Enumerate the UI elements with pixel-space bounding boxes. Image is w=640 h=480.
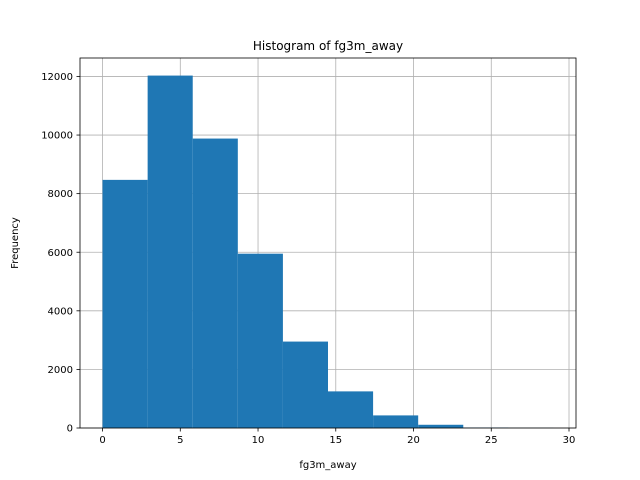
histogram-bar: [418, 424, 464, 428]
x-tick-label: 0: [99, 435, 105, 446]
y-tick-label: 4000: [48, 306, 73, 317]
x-tick-label: 15: [329, 435, 342, 446]
y-axis-ticks: 0 2000 4000 6000 8000 10000 12000: [41, 72, 80, 435]
x-tick-label: 20: [407, 435, 420, 446]
x-axis-ticks: 0 5 10 15 20 25 30: [99, 428, 575, 446]
histogram-bar: [147, 75, 193, 428]
x-axis-label: fg3m_away: [299, 460, 356, 471]
x-tick-label: 25: [485, 435, 498, 446]
histogram-bar: [373, 415, 419, 428]
chart-title: Histogram of fg3m_away: [253, 39, 403, 53]
histogram-bar: [282, 341, 328, 428]
y-tick-label: 2000: [48, 365, 73, 376]
axes-frame: [79, 57, 577, 429]
x-tick-label: 10: [252, 435, 265, 446]
histogram-bar: [237, 253, 283, 428]
x-tick-label: 30: [563, 435, 576, 446]
histogram-bar: [192, 138, 238, 429]
y-tick-label: 6000: [48, 248, 73, 259]
histogram-bars: [102, 75, 554, 429]
y-tick-label: 10000: [41, 131, 73, 142]
histogram-bar: [328, 391, 374, 428]
y-tick-label: 8000: [48, 189, 73, 200]
y-axis-label: Frequency: [10, 217, 21, 269]
x-tick-label: 5: [177, 435, 183, 446]
y-tick-label: 0: [67, 424, 73, 435]
histogram-bar: [102, 179, 148, 428]
y-tick-label: 12000: [41, 72, 73, 83]
